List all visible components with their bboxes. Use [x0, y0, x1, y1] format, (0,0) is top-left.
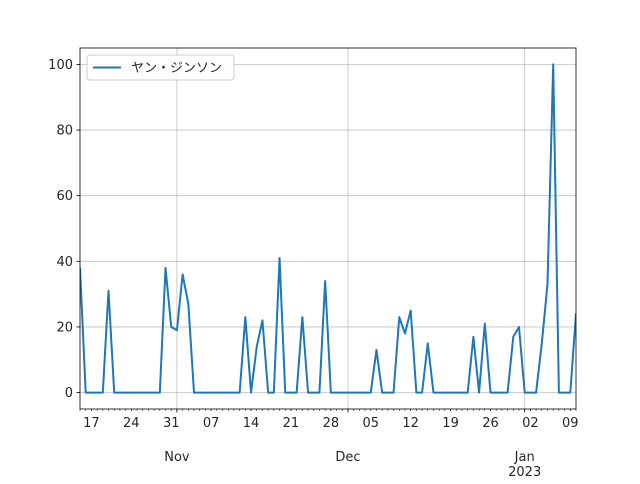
x-minor-tick-label: 26	[482, 416, 499, 431]
x-minor-tick-label: 09	[562, 416, 579, 431]
series-layer	[80, 63, 576, 394]
x-minor-tick-label: 12	[402, 416, 419, 431]
y-tick-label: 60	[56, 189, 73, 204]
legend-label: ヤン・ジンソン	[131, 61, 222, 76]
x-minor-tick-label: 07	[203, 416, 220, 431]
legend: ヤン・ジンソン	[86, 54, 235, 81]
series-line	[80, 63, 576, 394]
x-minor-tick-label: 19	[442, 416, 459, 431]
x-minor-tick-label: 14	[243, 416, 260, 431]
x-minor-tick-label: 31	[163, 416, 180, 431]
legend-box	[86, 54, 235, 81]
x-minor-tick-label: 02	[522, 416, 539, 431]
x-minor-tick-label: 17	[83, 416, 100, 431]
x-major-tick-sublabel: 2023	[508, 465, 541, 480]
x-minor-tick-label: 05	[362, 416, 379, 431]
y-tick-label: 0	[65, 386, 73, 401]
x-minor-tick-label: 21	[283, 416, 300, 431]
x-major-tick-label: Jan	[514, 450, 535, 465]
x-minor-tick-label: 28	[323, 416, 340, 431]
y-tick-label: 100	[48, 58, 73, 73]
y-tick-label: 80	[56, 124, 73, 139]
x-major-tick-label: Dec	[335, 450, 360, 465]
y-tick-label: 40	[56, 255, 73, 270]
x-major-tick-label: Nov	[164, 450, 190, 465]
y-axis: 0 20 40 60 80 100	[48, 58, 80, 401]
x-minor-tick-label: 24	[123, 416, 140, 431]
y-tick-label: 20	[56, 320, 73, 335]
plot-frame	[79, 47, 577, 410]
